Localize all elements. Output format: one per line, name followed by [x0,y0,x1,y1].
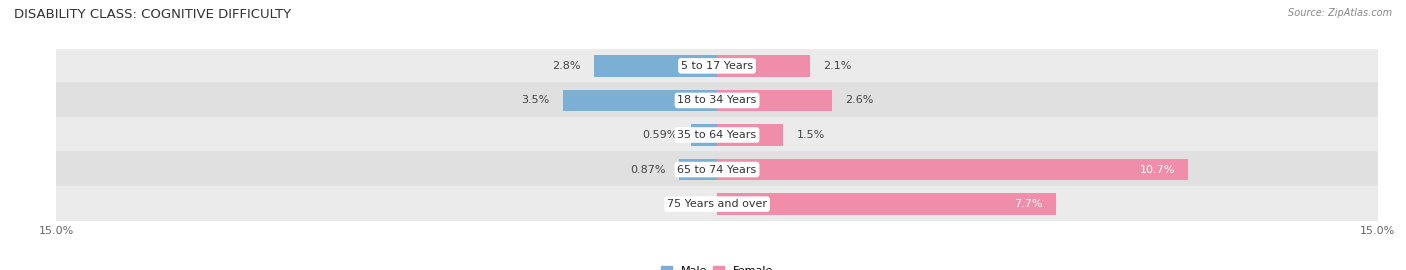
Text: 5 to 17 Years: 5 to 17 Years [681,61,754,71]
Text: 7.7%: 7.7% [1015,199,1043,209]
Text: 2.6%: 2.6% [845,95,873,106]
Bar [717,159,1188,180]
Bar [717,124,783,146]
FancyBboxPatch shape [52,48,1382,84]
Text: 65 to 74 Years: 65 to 74 Years [678,164,756,175]
Bar [717,90,831,111]
Text: 0.0%: 0.0% [676,199,704,209]
Text: 35 to 64 Years: 35 to 64 Years [678,130,756,140]
FancyBboxPatch shape [52,186,1382,222]
Text: 0.59%: 0.59% [643,130,678,140]
Bar [562,90,717,111]
FancyBboxPatch shape [52,117,1382,153]
Bar [593,55,717,77]
Text: 18 to 34 Years: 18 to 34 Years [678,95,756,106]
Text: 1.5%: 1.5% [796,130,824,140]
Text: 75 Years and over: 75 Years and over [666,199,768,209]
Text: 0.87%: 0.87% [630,164,665,175]
Text: 2.8%: 2.8% [553,61,581,71]
FancyBboxPatch shape [52,82,1382,119]
Text: 3.5%: 3.5% [522,95,550,106]
Bar [679,159,717,180]
FancyBboxPatch shape [52,151,1382,188]
Bar [717,55,810,77]
Text: Source: ZipAtlas.com: Source: ZipAtlas.com [1288,8,1392,18]
Bar [692,124,717,146]
Text: DISABILITY CLASS: COGNITIVE DIFFICULTY: DISABILITY CLASS: COGNITIVE DIFFICULTY [14,8,291,21]
Bar [717,193,1056,215]
Text: 10.7%: 10.7% [1140,164,1175,175]
Legend: Male, Female: Male, Female [661,266,773,270]
Text: 2.1%: 2.1% [823,61,851,71]
